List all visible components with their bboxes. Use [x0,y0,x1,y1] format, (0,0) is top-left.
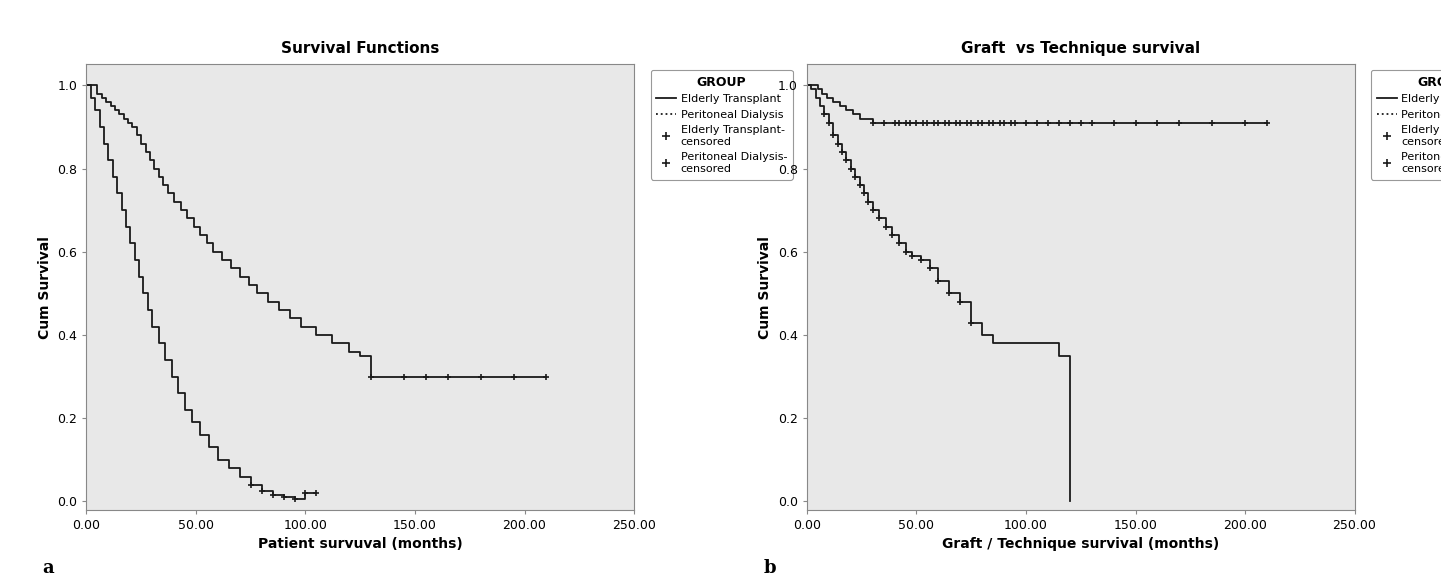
Legend: Elderly Transplant, Peritoneal Dialysis, Elderly Transplant-
censored, Peritonea: Elderly Transplant, Peritoneal Dialysis,… [650,70,793,179]
Title: Graft  vs Technique survival: Graft vs Technique survival [961,42,1200,56]
Y-axis label: Cum Survival: Cum Survival [37,236,52,339]
Title: Survival Functions: Survival Functions [281,42,440,56]
Text: b: b [764,559,775,577]
X-axis label: Graft / Technique survival (months): Graft / Technique survival (months) [942,537,1219,551]
Y-axis label: Cum Survival: Cum Survival [758,236,772,339]
X-axis label: Patient survuval (months): Patient survuval (months) [258,537,463,551]
Legend: Elderly Transplant, Peritoneal Dialysis, Elderly Transplant-
censored, Peritonea: Elderly Transplant, Peritoneal Dialysis,… [1370,70,1441,179]
Text: a: a [43,559,55,577]
